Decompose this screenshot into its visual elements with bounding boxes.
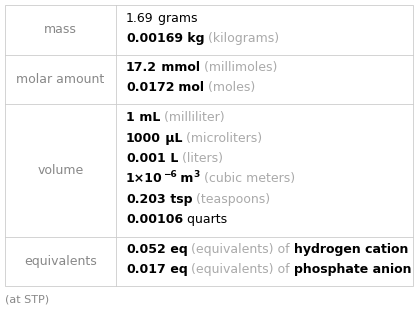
Text: (teaspoons): (teaspoons) (192, 193, 270, 206)
Text: grams: grams (153, 12, 197, 25)
Text: 0.203: 0.203 (126, 193, 166, 206)
Text: 1.69: 1.69 (126, 12, 153, 25)
Text: 0.052: 0.052 (126, 243, 166, 256)
Text: 1×10: 1×10 (126, 172, 163, 186)
Text: (millimoles): (millimoles) (200, 61, 278, 74)
Text: (equivalents) of: (equivalents) of (188, 263, 294, 276)
Text: (at STP): (at STP) (5, 294, 49, 304)
Text: 0.001: 0.001 (126, 152, 166, 165)
Text: (equivalents) of: (equivalents) of (188, 243, 294, 256)
Text: −6: −6 (163, 170, 176, 179)
Text: equivalents: equivalents (24, 255, 97, 268)
Text: 1000: 1000 (126, 132, 161, 145)
Text: 0.017: 0.017 (126, 263, 166, 276)
Text: eq: eq (166, 263, 188, 276)
Text: 3: 3 (194, 170, 200, 179)
Text: tsp: tsp (166, 193, 192, 206)
Text: mol: mol (174, 81, 204, 94)
Text: 17.2: 17.2 (126, 61, 157, 74)
Text: 0.00169: 0.00169 (126, 32, 183, 45)
Text: molar amount: molar amount (16, 73, 104, 86)
Text: (cubic meters): (cubic meters) (200, 172, 295, 186)
Text: (moles): (moles) (204, 81, 256, 94)
Text: mmol: mmol (157, 61, 200, 74)
Text: mL: mL (135, 111, 160, 124)
Text: (liters): (liters) (178, 152, 223, 165)
Text: 1: 1 (126, 111, 135, 124)
Text: mass: mass (44, 23, 77, 36)
Text: (kilograms): (kilograms) (204, 32, 280, 45)
Text: (milliliter): (milliliter) (160, 111, 225, 124)
Text: volume: volume (37, 164, 84, 177)
Text: (microliters): (microliters) (183, 132, 263, 145)
Text: 0.0172: 0.0172 (126, 81, 174, 94)
Text: L: L (166, 152, 178, 165)
Text: eq: eq (166, 243, 188, 256)
Text: μL: μL (161, 132, 183, 145)
Bar (5, 5, 413, 286)
Text: kg: kg (183, 32, 204, 45)
Text: phosphate anion: phosphate anion (294, 263, 412, 276)
Text: quarts: quarts (183, 213, 227, 226)
Text: hydrogen cation: hydrogen cation (294, 243, 408, 256)
Text: 0.00106: 0.00106 (126, 213, 183, 226)
Text: m: m (176, 172, 194, 186)
